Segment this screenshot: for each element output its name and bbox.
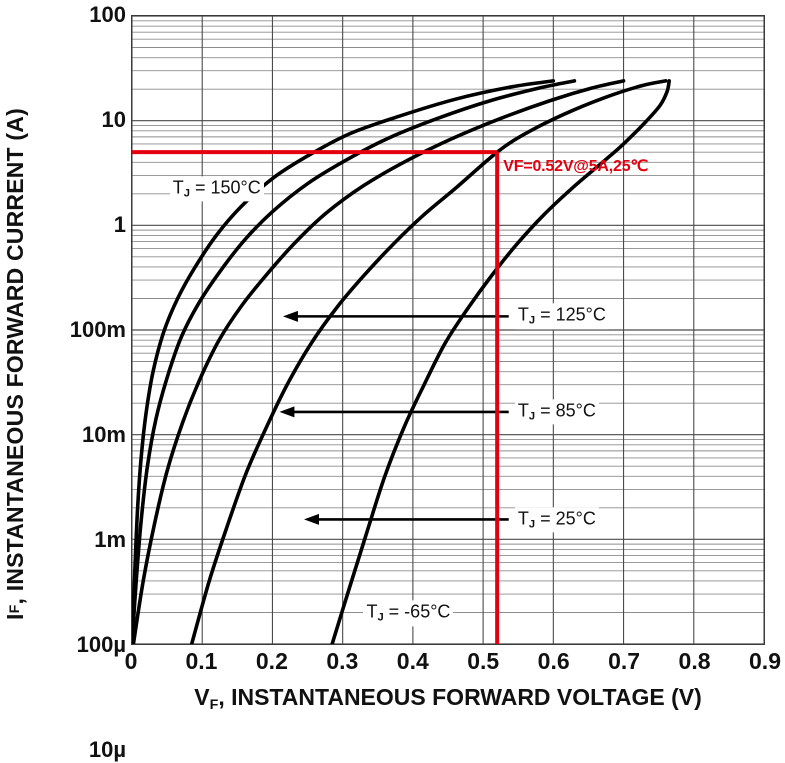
x-axis-title-prefix: V [194, 684, 210, 710]
vf-marker-annotation: VF=0.52V@5A,25℃ [503, 157, 649, 175]
callout-arrow-head [304, 513, 319, 525]
x-tick-label: 0.8 [678, 648, 711, 674]
y-tick-label: 10m [81, 422, 126, 447]
major-gridlines [132, 16, 764, 644]
callout-symbol: T [366, 601, 378, 622]
callout-subscript: J [528, 314, 536, 327]
minor-gridlines [132, 20, 764, 613]
y-tick-label: 1 [113, 212, 126, 237]
y-axis-title-prefix: I [1, 613, 28, 620]
curve-0 [132, 79, 556, 644]
y-axis-title-rest: , INSTANTANEOUS FORWARD CURRENT (A) [1, 108, 28, 605]
plot-area [131, 15, 765, 645]
callout-subscript: J [528, 518, 536, 531]
y-tick-label: 100 [89, 2, 126, 27]
callout-subscript: J [183, 187, 190, 200]
callout-symbol: T [517, 508, 529, 529]
y-tick-label: 100m [69, 317, 126, 342]
y-tick-label: 10 [101, 107, 126, 132]
callout-text: = 85°C [535, 400, 596, 421]
callout-symbol: T [517, 304, 529, 325]
callout-text: = 150°C [189, 177, 261, 198]
curves [132, 79, 671, 644]
callout-tj-25: TJ = 25°C [514, 507, 599, 533]
callout-tj-125: TJ = 125°C [514, 303, 609, 329]
curve-3 [189, 79, 668, 644]
y-tick-label: 10µ [88, 737, 126, 762]
x-tick-label: 0.7 [608, 648, 641, 674]
callout-tj-65: TJ = -65°C [363, 600, 454, 627]
x-tick-label: 0.6 [537, 648, 570, 674]
y-tick-label: 100µ [76, 632, 126, 657]
x-tick-label: 0.9 [749, 648, 781, 674]
x-tick-label: 0.4 [396, 648, 429, 674]
vf-marker-lines [132, 150, 500, 644]
callout-subscript: J [377, 611, 384, 624]
plot-svg [132, 16, 764, 644]
callout-arrow-head [279, 406, 295, 418]
x-tick-label: 0 [124, 648, 138, 674]
callout-symbol: T [172, 177, 184, 198]
x-tick-label: 0.5 [467, 648, 500, 674]
x-axis-title: VF, INSTANTANEOUS FORWARD VOLTAGE (V) [131, 684, 765, 713]
callout-text: = 125°C [535, 304, 606, 325]
x-tick-label: 0.1 [185, 648, 218, 674]
curve-2 [132, 79, 626, 644]
callout-text: = -65°C [383, 601, 451, 622]
callout-tj-85: TJ = 85°C [514, 399, 599, 425]
curve-4 [330, 79, 671, 644]
callout-subscript: J [528, 410, 536, 423]
callout-arrow-head [282, 310, 298, 322]
callout-text: = 25°C [535, 508, 596, 529]
y-axis-title-subscript: F [7, 604, 23, 614]
callout-tj-150: TJ = 150°C [169, 176, 264, 202]
callout-symbol: T [517, 400, 529, 421]
x-tick-label: 0.2 [255, 648, 288, 674]
x-axis-title-subscript: F [209, 696, 219, 713]
callout-arrows [279, 310, 509, 525]
x-axis-title-rest: , INSTANTANEOUS FORWARD VOLTAGE (V) [218, 684, 702, 710]
curve-1 [132, 79, 577, 644]
y-tick-label: 1m [94, 527, 126, 552]
x-tick-label: 0.3 [326, 648, 359, 674]
